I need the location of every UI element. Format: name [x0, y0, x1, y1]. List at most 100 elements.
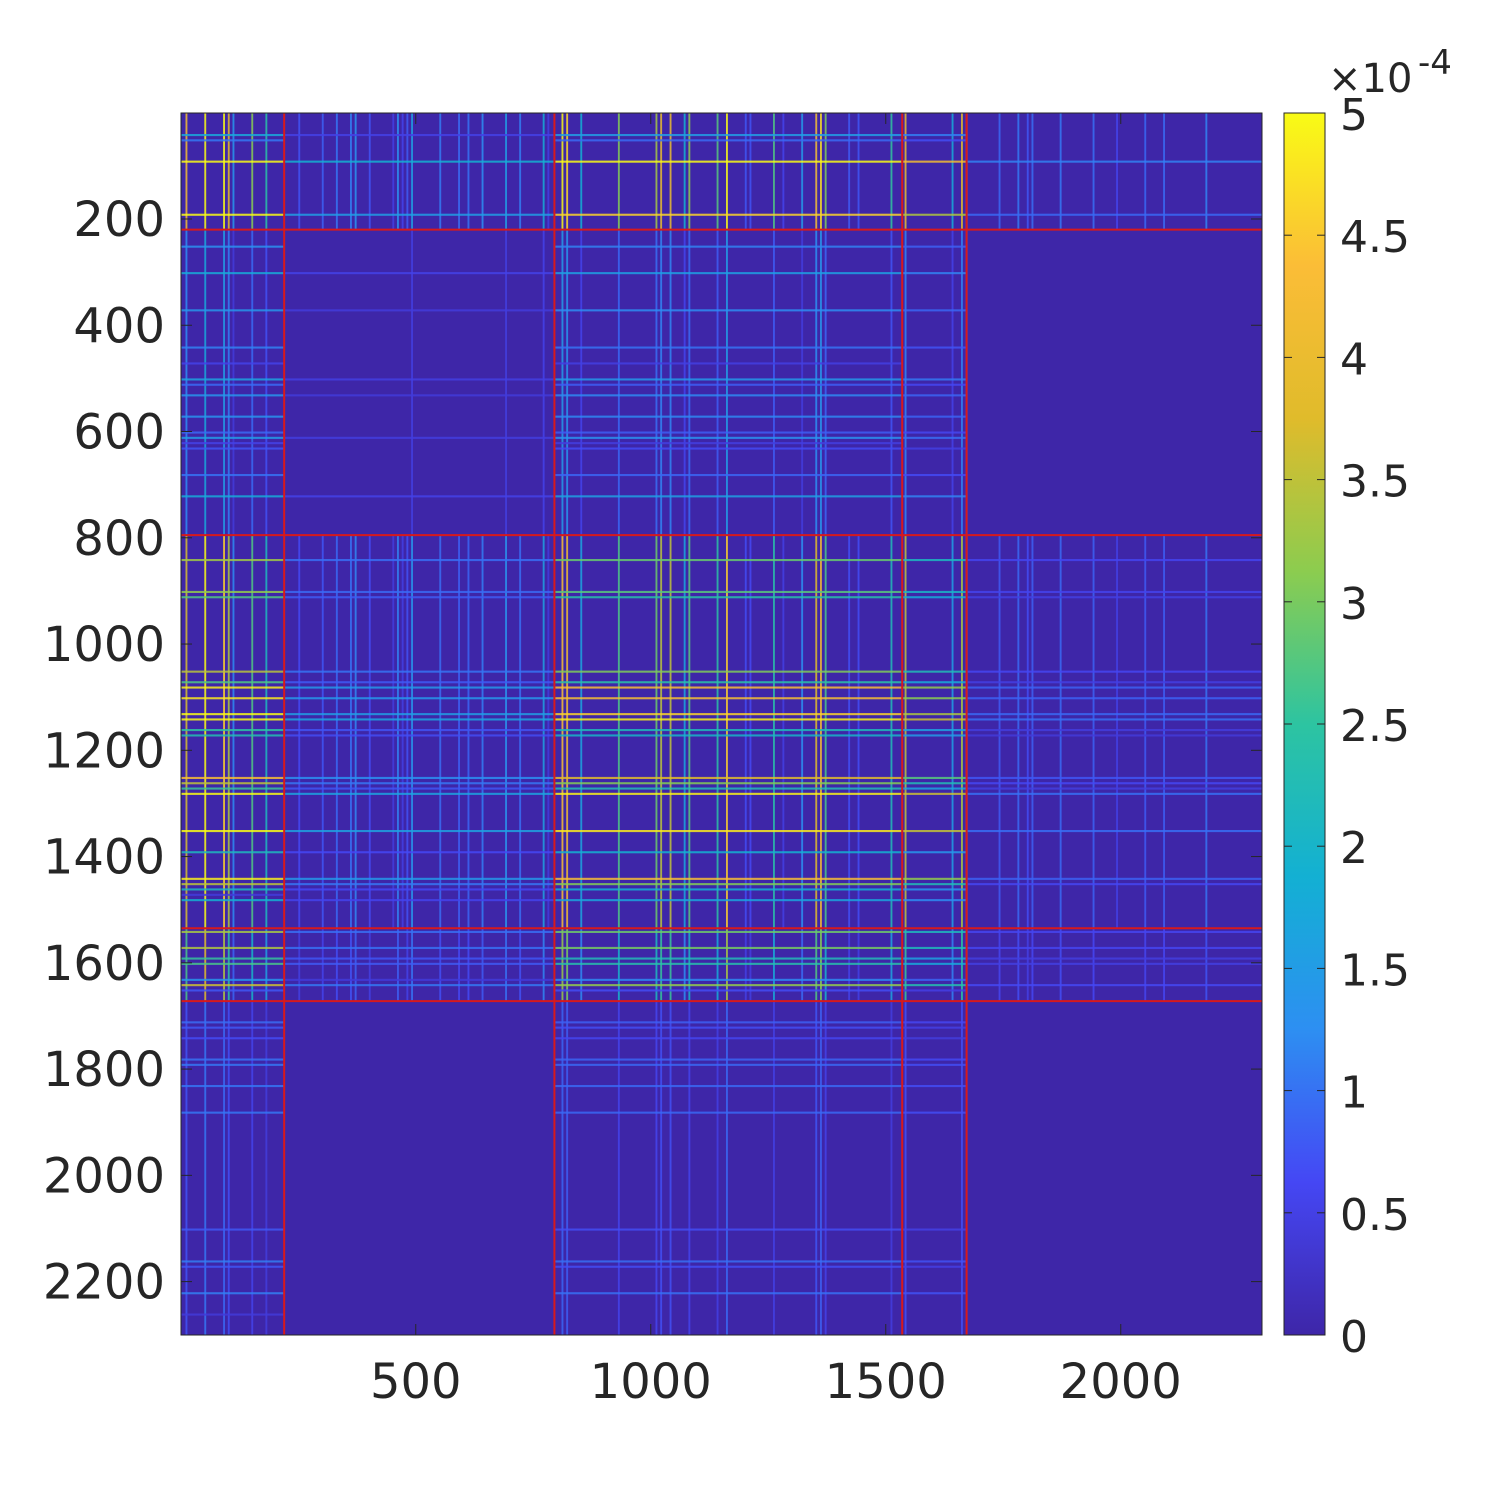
- heatmap-cells: [180, 112, 1262, 1335]
- heatmap-cell: [617, 112, 620, 230]
- heatmap-cell: [180, 851, 285, 854]
- heatmap-cell: [824, 1001, 827, 1335]
- heatmap-cell: [180, 899, 285, 902]
- heatmap-cell: [824, 535, 827, 929]
- heatmap-cell: [284, 930, 555, 933]
- heatmap-cell: [458, 112, 460, 230]
- heatmap-cell: [519, 535, 522, 929]
- x-tick-label: 500: [370, 1354, 462, 1410]
- heatmap-cell: [554, 474, 903, 477]
- heatmap-cell: [966, 596, 1262, 599]
- heatmap-cell: [180, 1021, 285, 1024]
- heatmap-cell: [554, 495, 903, 498]
- heatmap-cell: [284, 596, 555, 599]
- heatmap-cell: [902, 718, 967, 721]
- heatmap-cell: [904, 229, 907, 536]
- heatmap-cell: [180, 245, 285, 248]
- heatmap-cell: [961, 535, 963, 929]
- heatmap-cell: [554, 962, 903, 965]
- heatmap-cell: [227, 1001, 230, 1335]
- heatmap-cell: [554, 1085, 903, 1088]
- heatmap-cell: [1116, 112, 1118, 230]
- heatmap-cell: [902, 888, 967, 891]
- heatmap-cell: [848, 535, 851, 929]
- heatmap-cell: [554, 734, 903, 737]
- heatmap-cell: [284, 681, 555, 684]
- heatmap-cell: [180, 383, 285, 386]
- heatmap-cell: [554, 245, 903, 248]
- heatmap-cell: [966, 686, 1262, 689]
- heatmap-cell: [180, 686, 285, 689]
- heatmap-cell: [554, 946, 903, 949]
- heatmap-cell: [815, 112, 818, 230]
- heatmap-cell: [180, 989, 285, 992]
- heatmap-cell: [392, 112, 395, 230]
- heatmap-cell: [904, 535, 907, 929]
- heatmap-cell: [902, 1228, 967, 1231]
- heatmap-cell: [265, 1001, 268, 1335]
- heatmap-cell: [655, 229, 658, 536]
- heatmap-cell: [902, 431, 967, 434]
- heatmap-cell: [782, 535, 785, 929]
- heatmap-cell: [180, 1292, 285, 1295]
- heatmap-cell: [902, 787, 967, 790]
- heatmap-cell: [902, 1058, 967, 1061]
- heatmap-cell: [284, 851, 555, 854]
- heatmap-cell: [902, 713, 967, 716]
- heatmap-cell: [284, 495, 555, 498]
- heatmap-cell: [180, 888, 285, 891]
- heatmap-cell: [902, 134, 967, 137]
- heatmap-cell: [902, 962, 967, 965]
- heatmap-cell: [617, 1001, 620, 1335]
- heatmap-cell: [350, 535, 352, 929]
- heatmap-cell: [180, 984, 285, 987]
- y-tick-label: 1200: [43, 723, 165, 779]
- heatmap-cell: [180, 442, 285, 445]
- heatmap-cell: [815, 229, 818, 536]
- heatmap-cell: [902, 139, 967, 142]
- heatmap-cell: [1163, 112, 1165, 230]
- heatmap-cell: [180, 782, 285, 785]
- heatmap-cell: [542, 229, 545, 536]
- heatmap-cell: [411, 535, 413, 929]
- colorbar-ticks: 0 0.5 1 1.5 2 2.5 3 3.5 4 4.5 5: [1284, 90, 1410, 1363]
- heatmap-cell: [617, 229, 620, 536]
- heatmap-cell: [902, 1260, 967, 1263]
- heatmap-cell: [554, 1026, 903, 1029]
- colorbar-tick-label: 0.5: [1340, 1190, 1410, 1241]
- heatmap-cell: [180, 1037, 285, 1040]
- heatmap-cell: [902, 978, 967, 981]
- heatmap-cell: [284, 978, 555, 981]
- heatmap-cell: [180, 1058, 285, 1061]
- heatmap-cell: [683, 112, 686, 230]
- heatmap-cell: [232, 112, 235, 230]
- heatmap-cell: [223, 535, 225, 929]
- heatmap-background: [181, 113, 1262, 1335]
- heatmap-cell: [180, 978, 285, 981]
- heatmap-cell: [227, 229, 230, 536]
- heatmap-cell: [554, 383, 903, 386]
- heatmap-cell: [669, 535, 672, 929]
- heatmap-cell: [1116, 535, 1118, 929]
- heatmap-plot-area: [180, 112, 1263, 1336]
- heatmap-cell: [180, 447, 285, 450]
- x-tick-label: 1500: [825, 1354, 947, 1410]
- heatmap-cell: [227, 535, 230, 929]
- heatmap-cell: [204, 229, 207, 536]
- heatmap-cell: [185, 535, 188, 929]
- heatmap-cell: [180, 346, 285, 349]
- heatmap-cell: [683, 535, 686, 929]
- heatmap-cell: [284, 729, 555, 732]
- heatmap-cell: [284, 883, 555, 886]
- heatmap-cell: [660, 112, 663, 230]
- heatmap-cell: [902, 681, 967, 684]
- heatmap-cell: [284, 877, 555, 880]
- heatmap-cell: [180, 1228, 285, 1231]
- heatmap-cell: [902, 383, 967, 386]
- heatmap-cell: [458, 535, 460, 929]
- heatmap-cell: [744, 112, 747, 230]
- heatmap-cell: [180, 1111, 285, 1114]
- heatmap-cell: [265, 229, 268, 536]
- heatmap-cell: [1205, 535, 1208, 929]
- heatmap-cell: [554, 596, 903, 599]
